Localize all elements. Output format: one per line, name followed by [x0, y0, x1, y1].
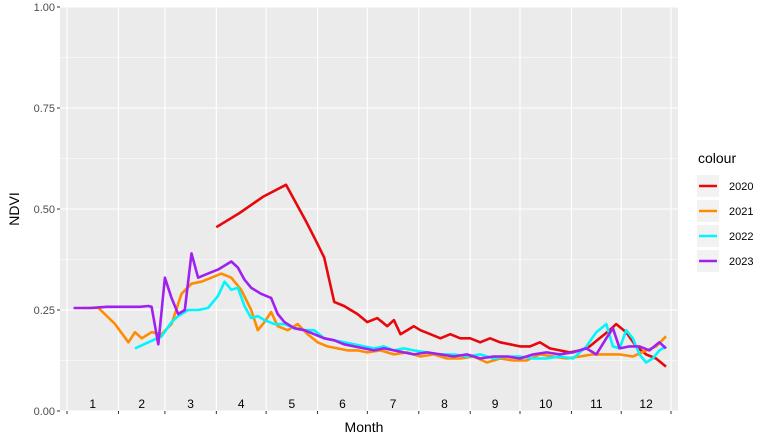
- y-axis-title: NDVI: [6, 192, 22, 225]
- legend-label-2020: 2020: [729, 181, 753, 193]
- legend-label-2021: 2021: [729, 206, 753, 218]
- month-label: 8: [441, 397, 448, 411]
- x-axis-ticks: [66, 411, 672, 414]
- legend-label-2022: 2022: [729, 231, 753, 243]
- y-tick-label: 0.25: [34, 305, 55, 317]
- y-tick-label: 0.75: [34, 103, 55, 115]
- month-label: 1: [89, 397, 96, 411]
- legend-label-2023: 2023: [729, 256, 753, 268]
- series-line-2023: [73, 252, 667, 360]
- month-label: 7: [390, 397, 397, 411]
- series-lines: [73, 183, 667, 368]
- y-tick-label: 1.00: [34, 2, 55, 14]
- x-axis-title: Month: [345, 419, 384, 435]
- y-tick-label: 0.00: [34, 406, 55, 418]
- month-label: 12: [639, 397, 653, 411]
- month-label: 6: [339, 397, 346, 411]
- month-label: 10: [539, 397, 553, 411]
- month-label: 5: [288, 397, 295, 411]
- series-line-2022: [134, 280, 667, 364]
- month-label: 9: [492, 397, 499, 411]
- legend-title: colour: [698, 150, 736, 166]
- month-label: 2: [138, 397, 145, 411]
- y-axis-ticks: 0.00 0.25 0.50 0.75 1.00: [34, 2, 60, 418]
- month-label: 11: [590, 397, 603, 411]
- month-label: 4: [238, 397, 245, 411]
- month-label: 3: [187, 397, 194, 411]
- month-labels: 1 2 3 4 5 6 7 8 9 10 11 12: [89, 397, 653, 411]
- series-line-2020: [215, 183, 667, 368]
- y-tick-label: 0.50: [34, 204, 55, 216]
- legend: colour 2020 2021 2022 2023: [697, 150, 753, 272]
